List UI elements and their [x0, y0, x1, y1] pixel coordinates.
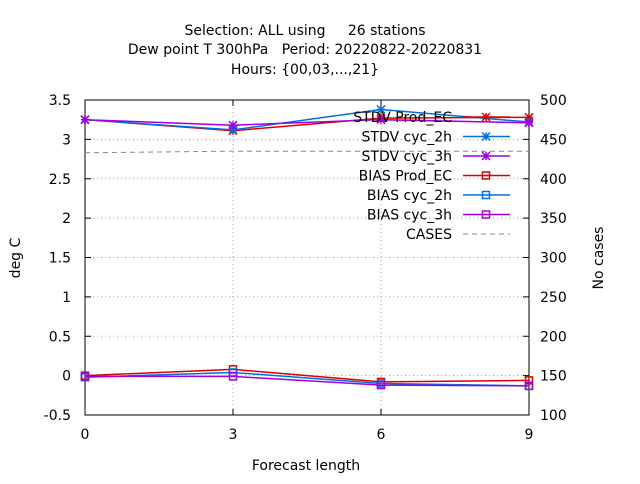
data-point	[376, 380, 386, 390]
y-tick-label: 2.5	[49, 172, 71, 188]
chart-title: Selection: ALL using 26 stations Dew poi…	[128, 23, 482, 78]
legend-label: BIAS cyc_2h	[367, 188, 452, 204]
data-point	[524, 118, 534, 128]
axes: 0 3 6 9 -0.5 0 0.5 1 1.5 2 2.5 3 3.5 100 150 200 250 300 3…	[44, 93, 567, 443]
x-tick-label: 6	[377, 427, 386, 443]
title-line-3: Hours: {00,03,...,21}	[231, 62, 379, 78]
data-point	[228, 372, 238, 381]
data-point	[228, 120, 238, 130]
series-line	[85, 375, 530, 387]
legend-label: BIAS cyc_3h	[367, 208, 452, 224]
legend-label: BIAS Prod_EC	[359, 169, 453, 185]
y-tick-label: 3	[62, 132, 71, 148]
data-point	[80, 115, 90, 125]
y2-tick-label: 200	[540, 329, 567, 345]
y2-tick-label: 400	[540, 172, 567, 188]
title-line-1: Selection: ALL using 26 stations	[184, 23, 425, 39]
series-line	[84, 108, 530, 131]
series-line	[84, 368, 530, 383]
series-layer	[80, 104, 534, 391]
legend-entry: BIAS cyc_3h	[367, 208, 510, 224]
series-line	[84, 150, 529, 154]
y-axis-label: deg C	[8, 237, 24, 278]
legend-entry: STDV Prod_EC	[353, 110, 510, 126]
data-point	[376, 115, 386, 125]
legend-label: STDV cyc_3h	[362, 149, 452, 165]
y-tick-label: 3.5	[49, 93, 71, 109]
title-line-2: Dew point T 300hPa Period: 20220822-2022…	[128, 42, 482, 58]
y2-tick-label: 250	[540, 290, 567, 306]
series-line	[84, 118, 530, 126]
y-tick-label: 0	[62, 369, 71, 385]
series-stdv-cyc-2h	[80, 104, 534, 135]
data-point	[524, 381, 534, 391]
x-tick-label: 3	[229, 427, 238, 443]
y-tick-label: 1	[62, 290, 71, 306]
y2-tick-label: 350	[540, 211, 567, 227]
series-stdv-cyc-3h	[80, 115, 534, 130]
legend-entry: BIAS cyc_2h	[367, 188, 510, 204]
y2-tick-label: 500	[540, 93, 567, 109]
legend-marker	[481, 210, 491, 219]
legend-marker	[481, 190, 491, 200]
legend-marker	[481, 171, 491, 180]
y2-tick-label: 300	[540, 251, 567, 267]
y2-tick-label: 100	[540, 408, 567, 424]
x-axis-label: Forecast length	[252, 458, 360, 474]
y-tick-label: 2	[62, 211, 71, 227]
series-bias-cyc-3h	[80, 372, 534, 391]
legend-marker	[481, 151, 491, 161]
legend-marker	[481, 112, 491, 122]
legend: STDV Prod_EC STDV cyc_2h STDV cyc_3h BIAS P…	[353, 110, 510, 243]
y-tick-label: 1.5	[49, 251, 71, 267]
legend-entry: STDV cyc_3h	[362, 149, 510, 165]
data-point	[524, 112, 534, 122]
data-point	[228, 125, 238, 135]
legend-label: CASES	[406, 227, 452, 243]
legend-entry: STDV cyc_2h	[362, 130, 510, 146]
data-point	[80, 372, 90, 381]
plot-border	[84, 99, 530, 416]
series-cases	[84, 150, 529, 154]
legend-label: STDV Prod_EC	[353, 110, 452, 126]
legend-entry: BIAS Prod_EC	[359, 169, 510, 185]
y2-axis-label: No cases	[591, 227, 607, 290]
series-bias-cyc-2h	[80, 368, 534, 391]
legend-entry: CASES	[406, 227, 510, 243]
legend-marker	[481, 131, 491, 142]
y-tick-label: -0.5	[44, 408, 71, 424]
grid	[85, 100, 529, 415]
x-tick-label: 0	[81, 427, 90, 443]
y-tick-label: 0.5	[49, 329, 71, 345]
series-line	[84, 371, 530, 387]
data-point	[376, 104, 386, 114]
data-point	[524, 376, 534, 385]
y2-tick-label: 450	[540, 132, 567, 148]
x-tick-label: 9	[525, 427, 534, 443]
legend-label: STDV cyc_2h	[362, 130, 452, 146]
y2-tick-label: 150	[540, 369, 567, 385]
